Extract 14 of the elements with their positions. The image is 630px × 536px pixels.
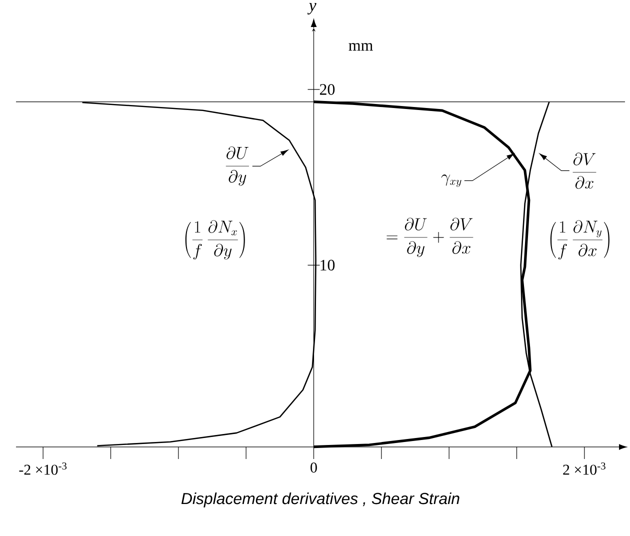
annotation: mm [348,43,373,51]
x-tick-label: 2 ×10$^{-3}$ [563,462,606,475]
annotation: $\frac{\partial V}{\partial x}$ [572,152,596,189]
x-tick-label: 0 [310,462,317,473]
annotation: $\gamma_{xy}$ [441,174,462,187]
annotation: $= \frac{\partial U}{\partial y} + \frac{\partial V}{\partial x}$ [386,218,474,258]
y-tick-label: 10 [320,260,335,271]
annotation: $\left(\frac{1}{f}\,\frac{\partial N_y}{\partial x}\right)$ [550,220,610,260]
y-axis-title: y [307,3,316,14]
y-tick-label: 20 [320,84,335,95]
x-tick-label: -2 ×10$^{-3}$ [19,462,67,475]
x-axis-title: Displacement derivatives , Shear Strain [181,492,460,508]
annotation: $\left(\frac{1}{f}\,\frac{\partial N_x}{\partial y}\right)$ [185,220,245,260]
annotation: $\frac{\partial U}{\partial y}$ [226,146,249,186]
